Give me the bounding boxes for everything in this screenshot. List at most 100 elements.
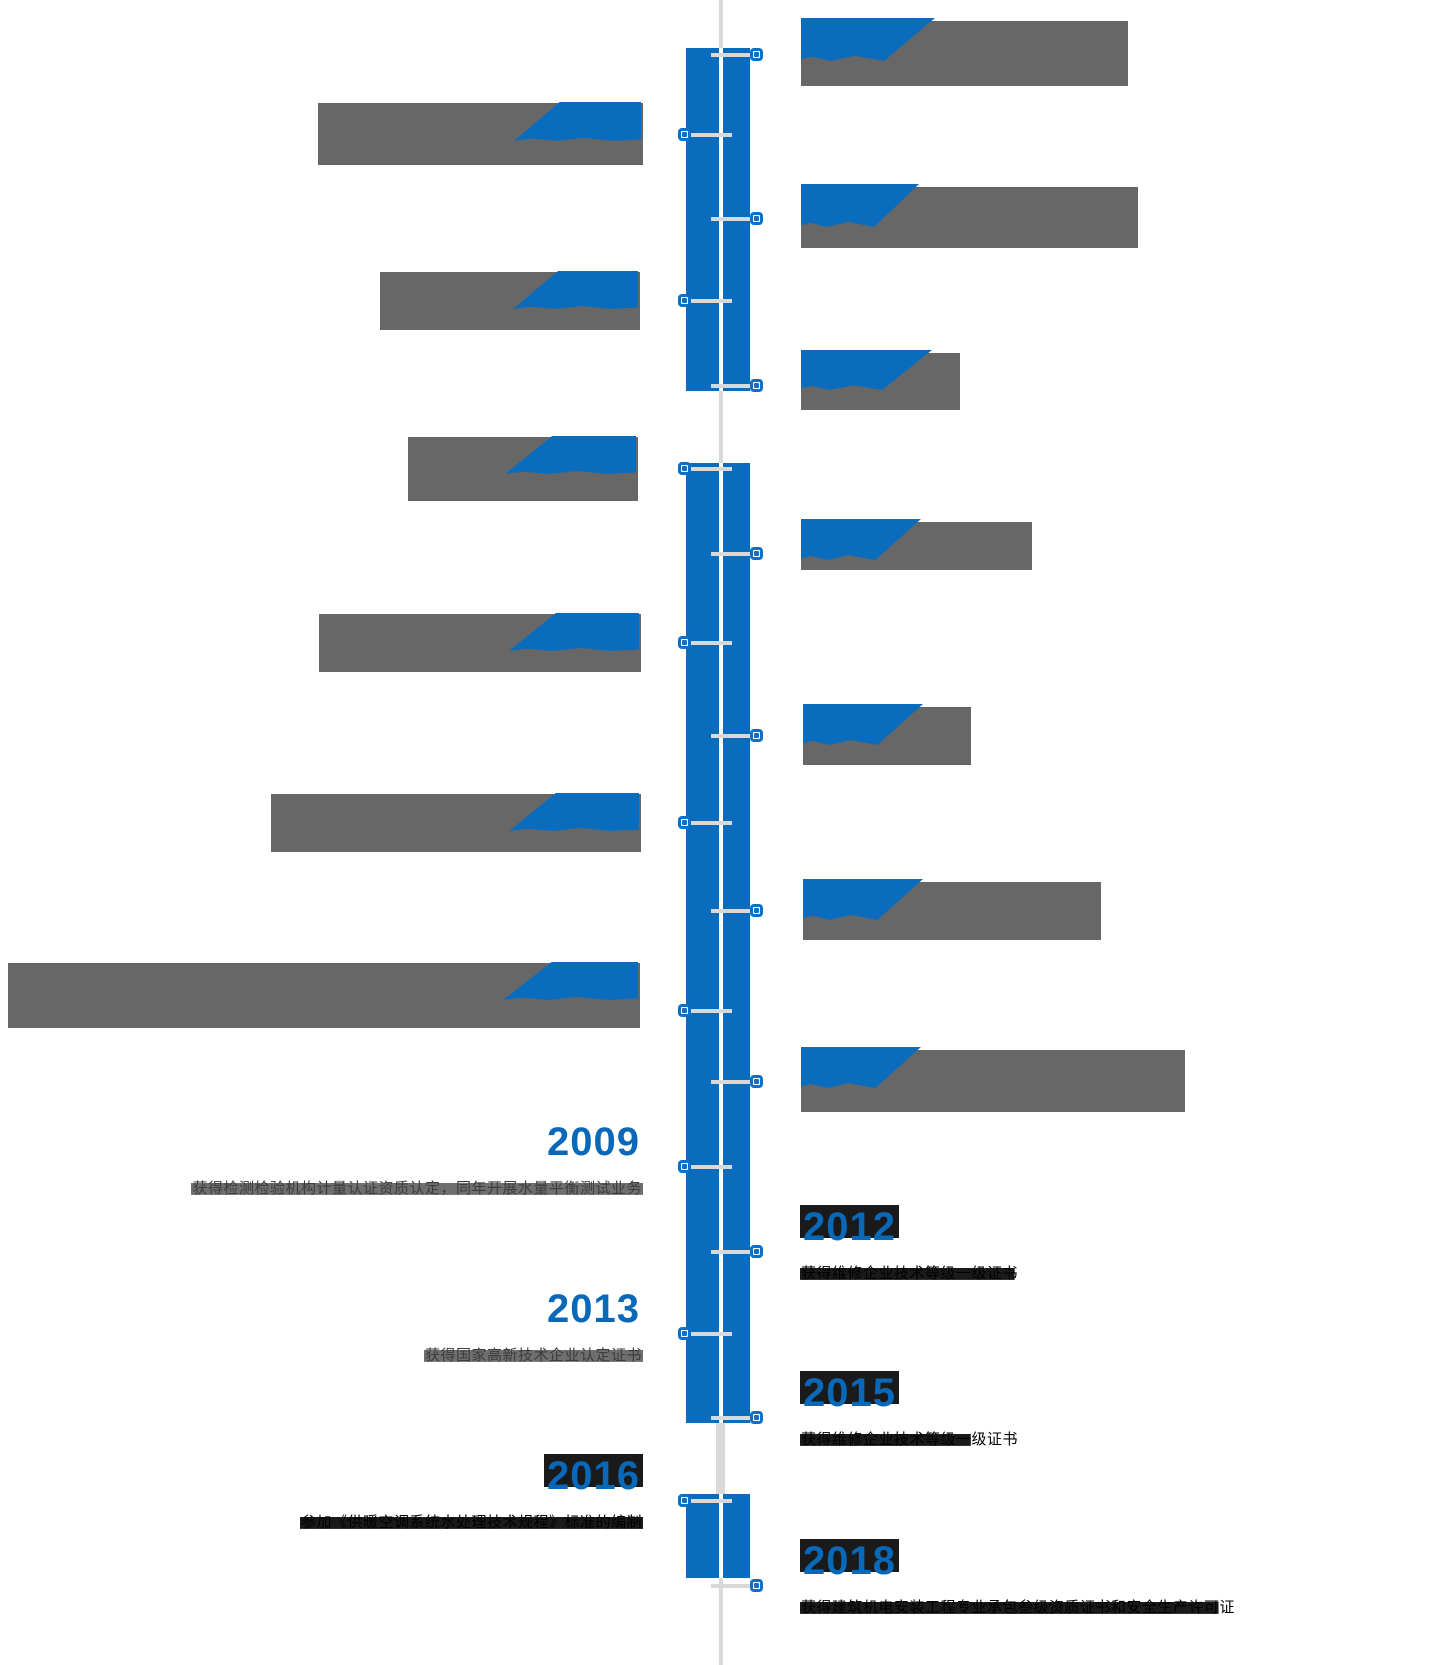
timeline-marker[interactable] [750, 379, 763, 392]
timeline-tick [711, 217, 752, 221]
year-fragment [514, 102, 641, 141]
covered-entry-block [801, 18, 1128, 86]
marker-dot-icon [754, 1249, 759, 1254]
year-fragment [509, 793, 639, 831]
marker-dot-icon [682, 640, 687, 645]
entry-description: 获得检测检验机构计量认证资质认定，同年开展水量平衡测试业务 [83, 1179, 643, 1198]
year-fragment [513, 271, 638, 309]
timeline-tick [690, 1165, 732, 1169]
year-text: 2016 [544, 1454, 643, 1498]
year-text: 2018 [800, 1539, 899, 1583]
year-fragment [801, 184, 919, 227]
year-text: 2013 [547, 1287, 640, 1331]
year-label: 2012 [800, 1205, 1360, 1249]
timeline-tick [690, 1499, 732, 1503]
timeline-marker[interactable] [678, 636, 691, 649]
covered-entry-block [801, 519, 1032, 570]
timeline-tick [711, 1250, 752, 1254]
entry-description-text: 获得建筑机电安装工程专业承包叁级资质证书和安全生产许可证 [800, 1599, 1237, 1616]
timeline-bar-center-stripe [719, 1494, 723, 1578]
covered-entry-block [801, 184, 1138, 248]
marker-dot-icon [754, 1079, 759, 1084]
timeline-tick [690, 1332, 732, 1336]
year-fragment [509, 613, 639, 651]
year-label: 2015 [800, 1371, 1360, 1415]
timeline-tick [690, 821, 732, 825]
timeline-tick [711, 909, 752, 913]
covered-entry-block [408, 436, 638, 501]
year-label: 2013 [83, 1288, 643, 1330]
entry-description-text: 获得维修企业技术等级一级证书 [800, 1431, 1020, 1448]
marker-dot-icon [682, 820, 687, 825]
covered-entry-block [8, 962, 640, 1028]
covered-entry-block [319, 613, 641, 672]
timeline-marker[interactable] [678, 128, 691, 141]
timeline-tick [711, 1584, 752, 1588]
timeline-marker[interactable] [678, 462, 691, 475]
timeline-marker[interactable] [678, 1327, 691, 1340]
marker-dot-icon [754, 1415, 759, 1420]
timeline-marker[interactable] [678, 816, 691, 829]
entry-description-text: 获得维修企业技术等级一级证书 [800, 1265, 1020, 1282]
entry-description-text: 获得检测检验机构计量认证资质认定，同年开展水量平衡测试业务 [191, 1180, 643, 1197]
timeline-marker[interactable] [750, 1411, 763, 1424]
timeline-tick [711, 384, 752, 388]
marker-dot-icon [754, 1583, 759, 1588]
marker-dot-icon [682, 298, 687, 303]
timeline-marker[interactable] [750, 729, 763, 742]
timeline-tick [711, 552, 752, 556]
year-label: 2009 [83, 1121, 643, 1163]
year-text: 2009 [547, 1120, 640, 1164]
timeline-bar-segment [686, 463, 750, 1423]
timeline-tick [711, 734, 752, 738]
marker-dot-icon [754, 733, 759, 738]
timeline-marker[interactable] [750, 212, 763, 225]
timeline-tick [690, 299, 732, 303]
year-fragment [803, 704, 923, 745]
timeline-marker[interactable] [678, 1004, 691, 1017]
year-fragment [803, 879, 923, 920]
year-fragment [801, 519, 921, 560]
marker-dot-icon [682, 1008, 687, 1013]
covered-entry-block [271, 793, 641, 852]
timeline-marker[interactable] [678, 1494, 691, 1507]
covered-entry-block [801, 1047, 1185, 1112]
marker-dot-icon [754, 52, 759, 57]
year-label: 2016 [83, 1454, 643, 1498]
entry-description: 获得维修企业技术等级一级证书 [800, 1264, 1360, 1283]
marker-dot-icon [682, 132, 687, 137]
marker-dot-icon [754, 383, 759, 388]
timeline-marker[interactable] [678, 1160, 691, 1173]
covered-entry-block [318, 102, 643, 165]
marker-dot-icon [754, 908, 759, 913]
timeline-marker[interactable] [750, 547, 763, 560]
marker-dot-icon [682, 1331, 687, 1336]
timeline-marker[interactable] [750, 48, 763, 61]
year-fragment [801, 1047, 921, 1088]
timeline-marker[interactable] [678, 294, 691, 307]
covered-entry-block [380, 271, 640, 330]
timeline-bar-segment [686, 1494, 750, 1578]
timeline-marker[interactable] [750, 1245, 763, 1258]
covered-entry-block [803, 879, 1101, 940]
timeline-marker[interactable] [750, 1075, 763, 1088]
timeline-marker[interactable] [750, 1579, 763, 1592]
entry-description: 获得国家高新技术企业认定证书 [83, 1346, 643, 1365]
timeline-tick [711, 1080, 752, 1084]
timeline-tick [690, 467, 732, 471]
timeline-tick [690, 641, 732, 645]
timeline-tick [690, 1009, 732, 1013]
timeline-tick [711, 1416, 752, 1420]
entry-description: 获得维修企业技术等级一级证书 [800, 1430, 1360, 1449]
marker-dot-icon [682, 466, 687, 471]
timeline-tick [690, 133, 732, 137]
marker-dot-icon [682, 1498, 687, 1503]
entry-description: 获得建筑机电安装工程专业承包叁级资质证书和安全生产许可证 [800, 1598, 1360, 1617]
timeline-bar-center-stripe [719, 463, 723, 1423]
year-label: 2018 [800, 1539, 1360, 1583]
timeline-marker[interactable] [750, 904, 763, 917]
year-fragment [505, 436, 636, 474]
timeline-tick [711, 53, 752, 57]
timeline-gap-connector [716, 1423, 725, 1494]
